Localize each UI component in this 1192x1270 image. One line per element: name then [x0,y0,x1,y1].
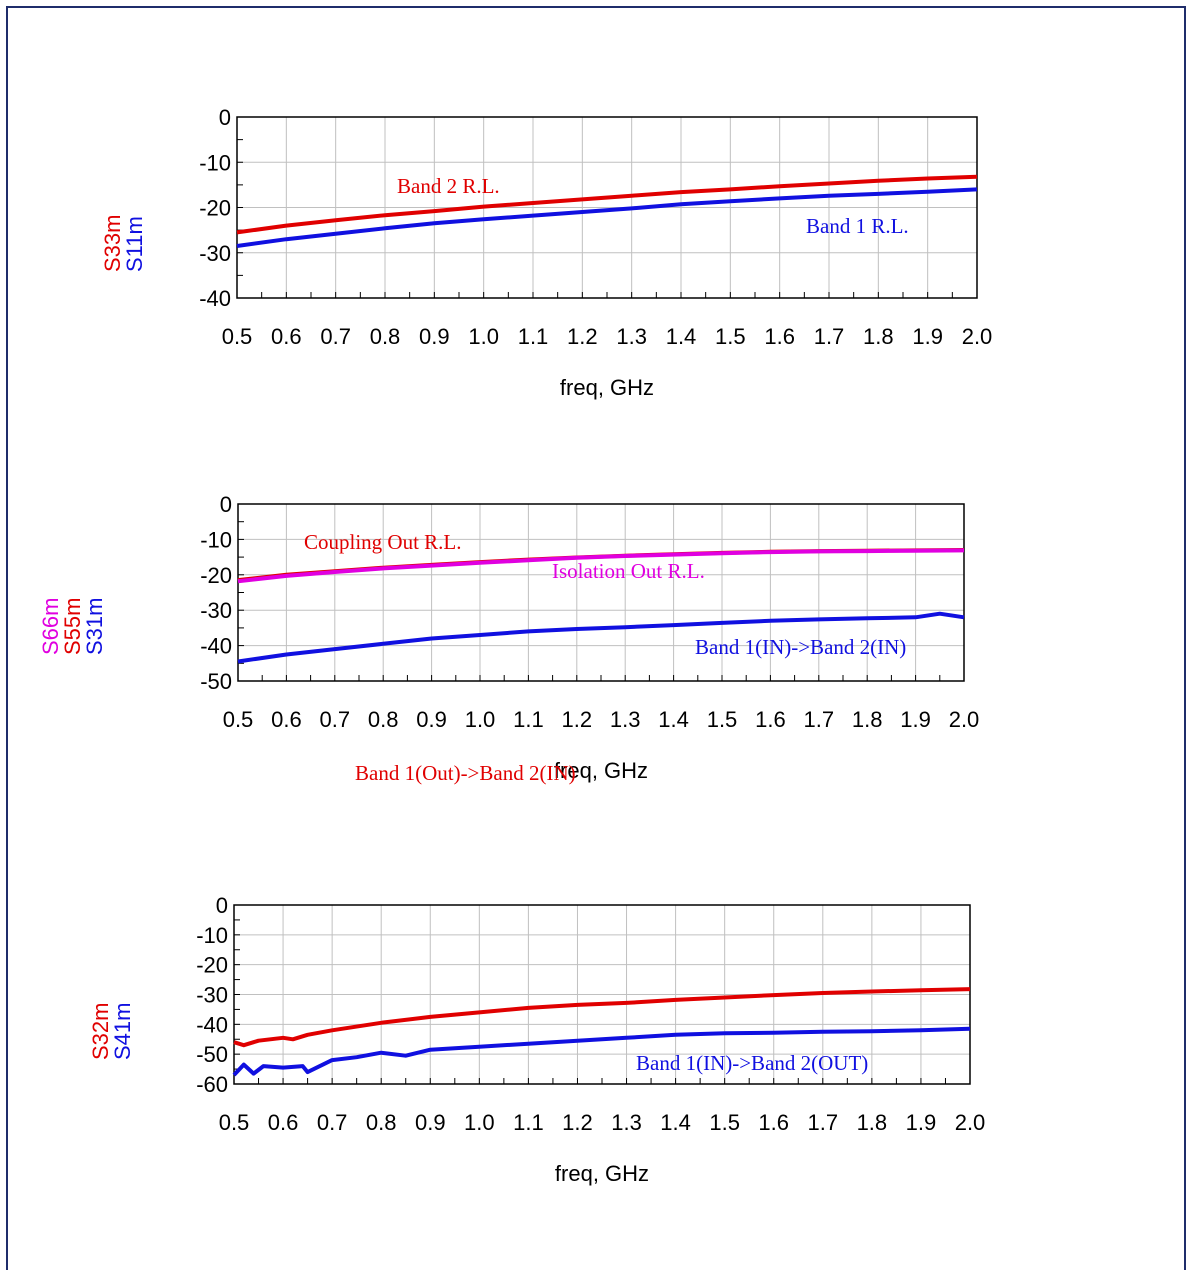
x-tick-label: 1.1 [513,707,544,732]
x-tick-label: 1.4 [660,1110,691,1135]
x-tick-label: 2.0 [949,707,980,732]
x-tick-label: 1.4 [666,324,697,349]
series-line-S32m [233,987,971,1048]
x-tick-label: 0.8 [366,1110,397,1135]
minor-ticks [237,503,965,682]
series-label-S11m: S11m [122,216,147,272]
annotation: Coupling Out R.L. [304,530,462,554]
x-tick-label: 1.8 [852,707,883,732]
x-tick-label: 0.8 [370,324,401,349]
y-tick-label: -20 [199,196,231,221]
y-tick-label: -10 [196,923,228,948]
x-tick-label: 1.2 [562,1110,593,1135]
y-tick-label: -50 [200,669,232,694]
x-tick-label: 0.5 [223,707,254,732]
x-tick-label: 1.0 [465,707,496,732]
y-tick-label: -30 [196,983,228,1008]
x-tick-label: 1.0 [464,1110,495,1135]
x-tick-label: 1.6 [758,1110,789,1135]
x-tick-label: 0.9 [416,707,447,732]
x-tick-label: 0.5 [222,324,253,349]
figure-frame [6,6,1186,1270]
x-tick-label: 1.2 [562,707,593,732]
annotation: Band 2 R.L. [397,174,500,198]
chart-2: 0.5 0.6 0.7 0.8 0.9 1.0 1.1 1.2 1.3 1.4 1.5 1.6 1.7 1… [38,492,979,783]
x-tick-label: 0.9 [419,324,450,349]
x-tick-label: 1.7 [804,707,835,732]
y-tick-label: -40 [200,634,232,659]
x-tick-label: 0.5 [219,1110,250,1135]
series-label-S66m: S66m [38,598,63,655]
annotation: Band 1 R.L. [806,214,909,238]
grid [236,116,978,299]
x-tick-label: 1.3 [616,324,647,349]
annotation: Band 1(Out)->Band 2(IN) [355,761,576,785]
x-tick-label: 1.4 [658,707,689,732]
x-tick-label: 1.0 [468,324,499,349]
x-axis-label: freq, GHz [554,758,648,783]
y-tick-label: -30 [200,598,232,623]
y-tick-label: -10 [200,527,232,552]
y-tick-label: 0 [219,105,231,130]
chart-1: 0.5 0.6 0.7 0.8 0.9 1.0 1.1 1.2 1.3 1.4 1.5 1.6 1.7 1… [100,105,992,400]
x-tick-label: 1.8 [857,1110,888,1135]
y-tick-label: -30 [199,241,231,266]
x-tick-label: 0.7 [320,324,351,349]
y-tick-label: -40 [199,286,231,311]
x-tick-label: 1.7 [808,1110,839,1135]
x-tick-label: 1.1 [518,324,549,349]
x-tick-label: 1.7 [814,324,845,349]
y-tick-label: 0 [220,492,232,517]
chart-3: 0.5 0.6 0.7 0.8 0.9 1.0 1.1 1.2 1.3 1.4 1.5 1.6 1.7 1… [88,761,985,1186]
y-tick-label: -50 [196,1042,228,1067]
x-tick-label: 1.3 [610,707,641,732]
x-tick-label: 0.6 [271,324,302,349]
x-axis-label: freq, GHz [555,1161,649,1186]
series-label-S55m: S55m [60,598,85,655]
series-label-S31m: S31m [82,598,107,655]
x-tick-label: 0.9 [415,1110,446,1135]
y-tick-label: -20 [200,563,232,588]
y-tick-label: -10 [199,150,231,175]
x-tick-label: 1.6 [764,324,795,349]
series-line-S41m [232,1026,971,1077]
x-tick-label: 1.9 [912,324,943,349]
x-tick-label: 1.6 [755,707,786,732]
x-tick-label: 1.8 [863,324,894,349]
series-label-S32m: S32m [88,1003,113,1060]
y-tick-label: -20 [196,953,228,978]
x-tick-label: 1.3 [611,1110,642,1135]
x-axis-label: freq, GHz [560,375,654,400]
minor-ticks [233,904,971,1085]
x-tick-label: 0.8 [368,707,399,732]
x-tick-label: 1.5 [709,1110,740,1135]
x-tick-label: 1.5 [715,324,746,349]
series-line-S31m [237,611,965,664]
x-tick-label: 0.7 [317,1110,348,1135]
series-line-S66m [237,548,965,584]
y-tick-label: -60 [196,1072,228,1097]
annotation: Isolation Out R.L. [552,559,705,583]
y-tick-label: 0 [216,893,228,918]
x-tick-label: 1.2 [567,324,598,349]
x-tick-label: 1.1 [513,1110,544,1135]
x-tick-label: 0.6 [268,1110,299,1135]
x-tick-label: 0.6 [271,707,302,732]
x-tick-label: 2.0 [955,1110,986,1135]
annotation: Band 1(IN)->Band 2(IN) [695,635,906,659]
series-line-S11m [236,187,978,248]
annotation: Band 1(IN)->Band 2(OUT) [636,1051,868,1075]
x-tick-label: 2.0 [962,324,993,349]
y-tick-label: -40 [196,1012,228,1037]
series-line-S33m [236,174,978,235]
series-label-S41m: S41m [110,1003,135,1060]
minor-ticks [236,116,978,299]
x-tick-label: 1.9 [906,1110,937,1135]
x-tick-label: 1.5 [707,707,738,732]
x-tick-label: 0.7 [320,707,351,732]
x-tick-label: 1.9 [900,707,931,732]
series-label-S33m: S33m [100,215,125,272]
